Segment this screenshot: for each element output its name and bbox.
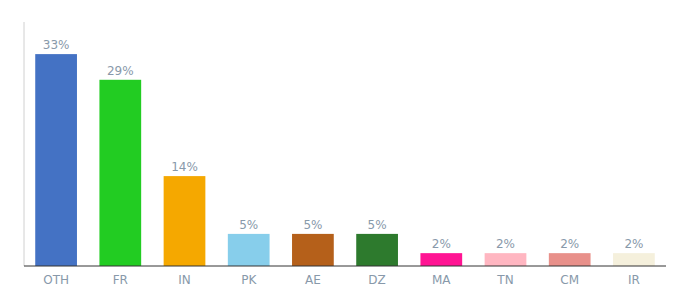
- x-tick-label: DZ: [368, 273, 385, 287]
- x-tick-label: MA: [432, 273, 451, 287]
- x-tick-label: IN: [178, 273, 191, 287]
- data-label: 5%: [239, 218, 258, 232]
- x-tick-label: OTH: [43, 273, 69, 287]
- data-label: 2%: [560, 237, 579, 251]
- bar: [35, 54, 77, 266]
- y-axis-line: [24, 22, 25, 266]
- data-label: 2%: [624, 237, 643, 251]
- data-label: 33%: [43, 38, 70, 52]
- data-label: 2%: [432, 237, 451, 251]
- bars: [35, 54, 655, 266]
- chart: 33% 29% 14% 5% 5% 5% 2% 2% 2% 2% OTH FR IN PK AE DZ MA TN…: [0, 0, 680, 300]
- data-label: 14%: [171, 160, 198, 174]
- bar: [356, 234, 398, 266]
- x-tick-label: CM: [560, 273, 579, 287]
- bar: [549, 253, 591, 266]
- data-label: 5%: [368, 218, 387, 232]
- data-label: 29%: [107, 64, 134, 78]
- x-tick-label: AE: [305, 273, 321, 287]
- x-tick-label: IR: [628, 273, 640, 287]
- data-label: 5%: [303, 218, 322, 232]
- x-tick-label: TN: [496, 273, 513, 287]
- bar: [292, 234, 334, 266]
- bar: [99, 80, 141, 266]
- bar: [613, 253, 655, 266]
- bar: [228, 234, 270, 266]
- x-axis-line: [24, 266, 666, 267]
- bar: [485, 253, 527, 266]
- bar: [420, 253, 462, 266]
- x-tick-label: FR: [113, 273, 128, 287]
- bar: [164, 176, 206, 266]
- chart-container: 33% 29% 14% 5% 5% 5% 2% 2% 2% 2% OTH FR IN PK AE DZ MA TN…: [0, 0, 680, 300]
- x-tick-label: PK: [241, 273, 257, 287]
- data-label: 2%: [496, 237, 515, 251]
